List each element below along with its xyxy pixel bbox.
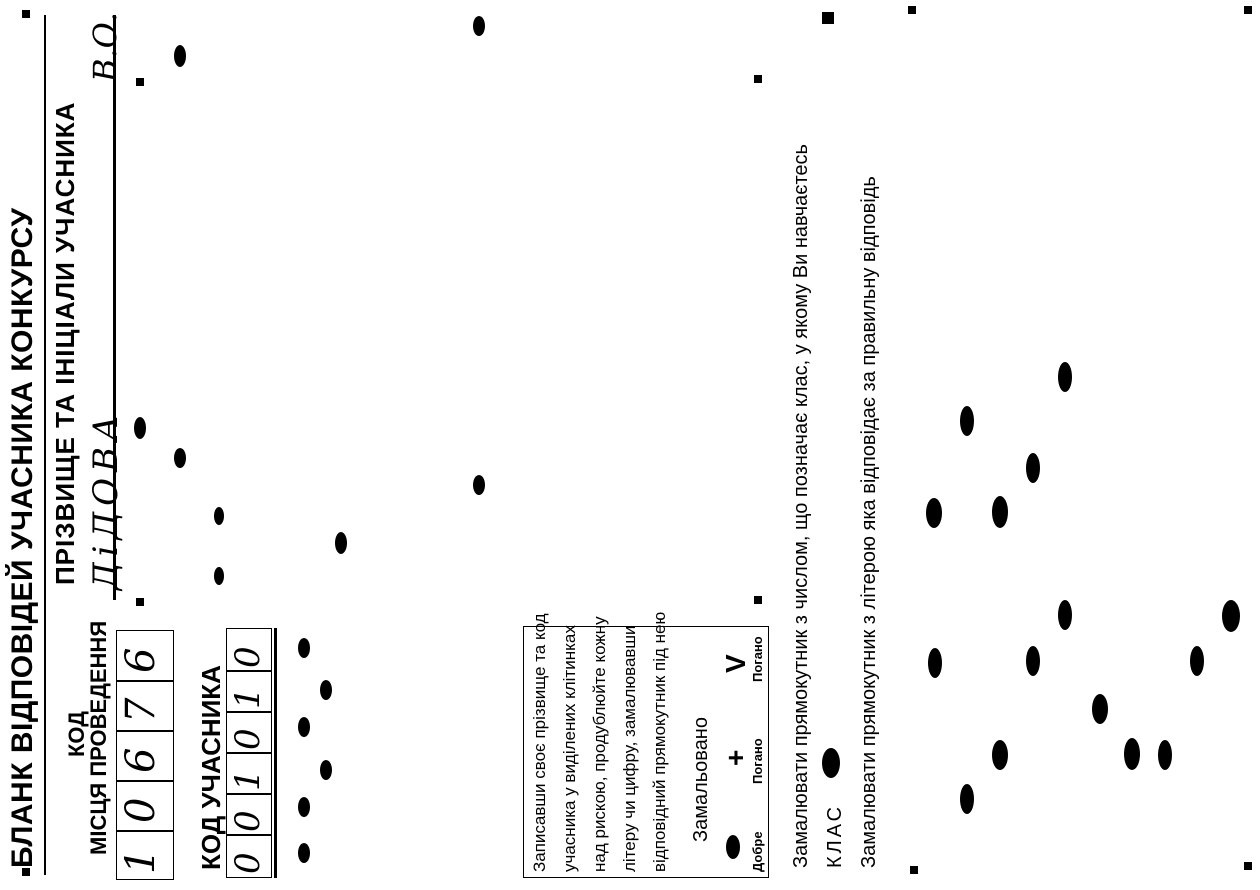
answer-filled-mark (926, 498, 942, 528)
registration-mark (822, 12, 834, 24)
registration-mark (1244, 862, 1252, 870)
answer-filled-mark (960, 784, 974, 814)
class-instruction: Замалювати прямокутник з числом, що позн… (790, 144, 812, 868)
filled-mark (298, 843, 310, 863)
class-label: КЛАС (824, 803, 846, 868)
participant-code-digit: 0 (228, 810, 268, 832)
form-title: БЛАНК ВІДПОВІДЕЙ УЧАСНИКА КОНКУРСУ (6, 207, 39, 868)
answer-filled-mark (1092, 694, 1108, 724)
answer-filled-mark (992, 740, 1008, 770)
answer-filled-mark (1026, 453, 1040, 483)
answers-instruction: Замалювати прямокутник з літерою яка від… (858, 176, 880, 868)
surname-value: ДіДОВА (86, 409, 126, 590)
surname-underline (113, 15, 116, 600)
title-divider (44, 15, 46, 875)
surname-label: ПРІЗВИЩЕ ТА ІНІЦІАЛИ УЧАСНИКА (50, 101, 80, 585)
registration-mark (136, 78, 144, 86)
instruction-line: Записавши своє прізвище та код (530, 613, 549, 872)
registration-mark (908, 6, 916, 14)
bad-label: Погано (750, 636, 765, 682)
bad-example-symbol: V (720, 654, 751, 673)
filled-mark (473, 475, 485, 495)
filled-mark (298, 717, 310, 737)
filled-mark (174, 448, 186, 468)
instruction-line: літеру чи цифру, замалювавши (620, 625, 639, 872)
initials-value: В.О. (86, 11, 124, 82)
venue-code-digit: 0 (118, 797, 164, 823)
participant-code-digit: 1 (228, 687, 268, 709)
answer-filled-mark (928, 648, 942, 678)
bad-label: Погано (750, 738, 765, 784)
registration-mark (22, 10, 30, 18)
instruction-line: учасника у виділених клітинках (560, 625, 579, 872)
filled-mark (298, 638, 310, 658)
filled-mark (174, 45, 186, 67)
participant-code-digit: 0 (228, 852, 268, 874)
instruction-line: над рискою, продублюйте кожну (590, 616, 609, 872)
filled-mark (473, 16, 485, 36)
answer-filled-mark (960, 406, 974, 436)
bad-example-symbol: + (720, 749, 751, 766)
participant-code-divider (274, 628, 277, 878)
instruction-box (523, 626, 769, 878)
registration-mark (136, 598, 144, 606)
registration-mark (1244, 6, 1252, 14)
registration-mark (22, 868, 30, 876)
class-filled-mark (822, 748, 840, 778)
filled-mark (335, 532, 347, 554)
filled-mark (134, 417, 146, 439)
answer-filled-mark (1058, 362, 1072, 392)
shaded-label: Замальовано (690, 717, 712, 842)
registration-mark (754, 75, 762, 83)
answer-filled-mark (1124, 738, 1140, 770)
venue-code-label-bottom: МІСЦЯ ПРОВЕДЕННЯ (86, 620, 111, 855)
filled-mark (320, 680, 332, 700)
venue-code-digit: 7 (118, 697, 164, 723)
participant-code-digit: 1 (228, 769, 268, 791)
venue-code-box (116, 630, 174, 880)
answer-filled-mark (1158, 740, 1172, 770)
participant-code-label: КОД УЧАСНИКА (196, 665, 226, 870)
filled-mark (298, 797, 310, 817)
venue-code-digit: 1 (118, 848, 164, 874)
filled-mark (214, 567, 224, 585)
registration-mark (910, 866, 918, 874)
venue-code-digit: 6 (118, 647, 164, 673)
good-example-mark (726, 835, 740, 859)
filled-mark (214, 507, 224, 525)
answer-filled-mark (1058, 600, 1072, 630)
venue-code-digit: 6 (118, 747, 164, 773)
instruction-line: відповідний прямокутник під нею (650, 611, 669, 872)
answer-filled-mark (1026, 646, 1040, 676)
registration-mark (754, 596, 762, 604)
answer-filled-mark (992, 496, 1008, 528)
answer-filled-mark (1190, 646, 1204, 676)
answer-filled-mark (1222, 600, 1240, 632)
good-label: Добре (750, 831, 765, 872)
filled-mark (320, 760, 332, 780)
participant-code-digit: 0 (228, 728, 268, 750)
participant-code-digit: 0 (228, 646, 268, 668)
